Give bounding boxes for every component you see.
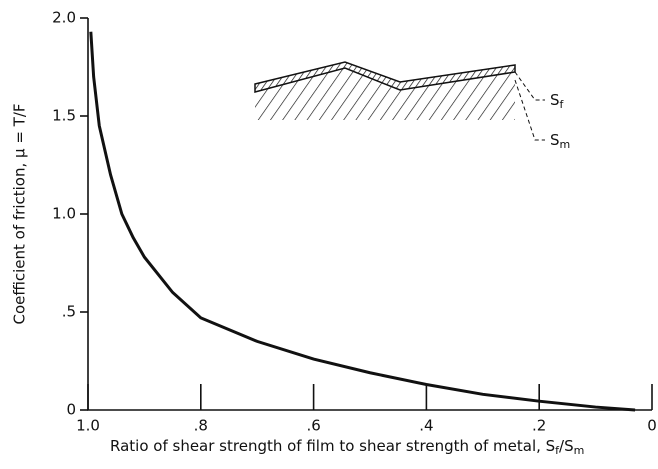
y-tick-label: 1.0	[52, 205, 76, 223]
inset-diagram: Sf Sm	[254, 61, 570, 152]
x-label-text: Ratio of shear strength of film to shear…	[110, 437, 555, 455]
x-label-sub: m	[574, 444, 585, 457]
y-tick-label: .5	[62, 303, 76, 321]
x-tick-label: 0	[647, 417, 657, 435]
metal-label-letter: S	[550, 131, 560, 149]
film-leader	[514, 71, 545, 101]
film-label-sub: f	[560, 98, 565, 111]
y-tick-label: 0	[66, 401, 76, 419]
x-tick-label: .6	[306, 417, 320, 435]
x-tick-label: .2	[532, 417, 546, 435]
y-tick-label: 1.5	[52, 107, 76, 125]
y-axis-label: Coefficient of friction, μ = T/F	[11, 103, 29, 324]
metal-leader	[514, 79, 545, 141]
metal-label: Sm	[550, 131, 570, 152]
x-tick-label: .8	[194, 417, 208, 435]
y-tick-label: 2.0	[52, 9, 76, 27]
film-label-letter: S	[550, 91, 560, 109]
film-label: Sf	[550, 91, 565, 112]
x-tick-label: .4	[419, 417, 433, 435]
x-tick-label: 1.0	[76, 417, 100, 435]
x-axis-label: Ratio of shear strength of film to shear…	[110, 437, 584, 458]
metal-label-sub: m	[560, 138, 571, 151]
x-label-text: /S	[559, 437, 574, 455]
curve	[89, 31, 636, 412]
x-label-sub: f	[555, 444, 560, 457]
